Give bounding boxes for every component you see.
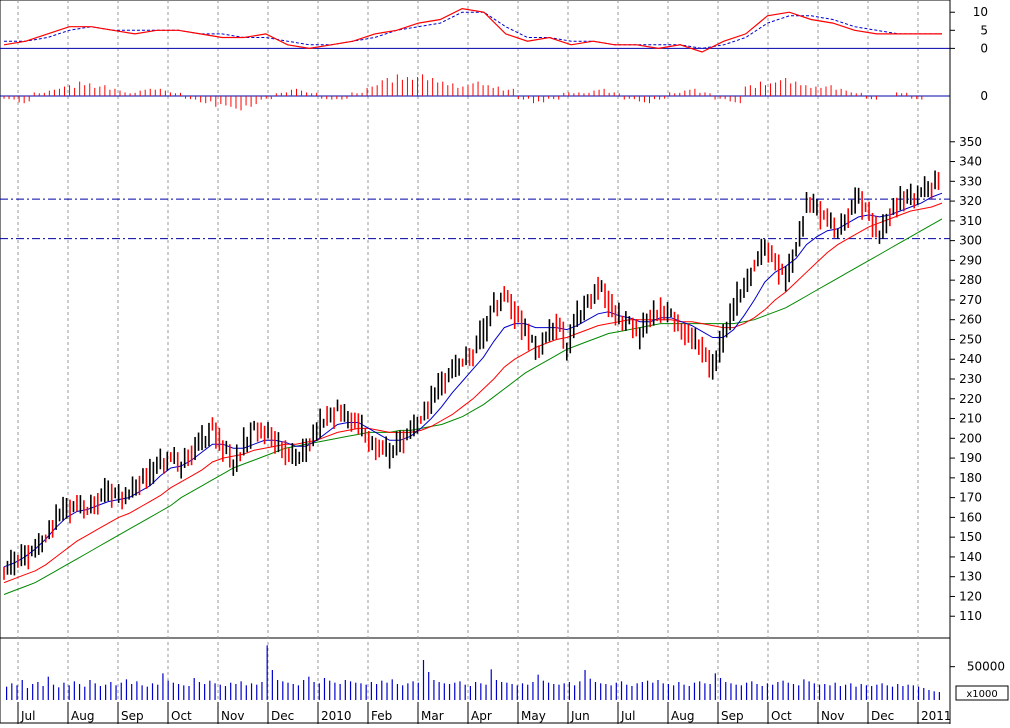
price-tick-label: 280 bbox=[959, 273, 982, 287]
oscillator-tick-label: 0 bbox=[980, 41, 988, 55]
month-tick-label: Apr bbox=[471, 709, 492, 723]
histogram-panel bbox=[0, 74, 950, 111]
volume-tick-label: 50000 bbox=[967, 660, 1005, 674]
price-tick-label: 200 bbox=[959, 431, 982, 445]
axis-layer: Jul Aug Sep Oct Nov Dec 2010 Feb Mar Apr May Jun Jul… bbox=[17, 0, 1009, 724]
month-tick-label: 2011 bbox=[921, 709, 952, 723]
month-tick-label: Nov bbox=[821, 709, 844, 723]
price-tick-label: 310 bbox=[959, 214, 982, 228]
month-tick-label: Sep bbox=[721, 709, 744, 723]
month-tick-label: Jul bbox=[20, 709, 35, 723]
oscillator-slow-line bbox=[4, 11, 942, 49]
month-tick-label: Aug bbox=[671, 709, 694, 723]
price-tick-label: 250 bbox=[959, 332, 982, 346]
moving-average-mid bbox=[3, 202, 943, 584]
price-tick-label: 270 bbox=[959, 293, 982, 307]
price-tick-label: 220 bbox=[959, 392, 982, 406]
moving-average-short bbox=[3, 192, 943, 568]
price-tick-label: 150 bbox=[959, 530, 982, 544]
month-tick-label: Dec bbox=[871, 709, 894, 723]
price-tick-label: 180 bbox=[959, 471, 982, 485]
volume-multiplier-label: x1000 bbox=[966, 689, 997, 700]
oscillator-tick-label: 5 bbox=[980, 23, 988, 37]
month-tick-label: Aug bbox=[71, 709, 94, 723]
price-tick-label: 320 bbox=[959, 194, 982, 208]
plot-border bbox=[0, 0, 951, 724]
price-tick-label: 190 bbox=[959, 451, 982, 465]
histogram-tick-label: 0 bbox=[980, 89, 988, 103]
month-tick-label: Feb bbox=[371, 709, 392, 723]
month-tick-label: Oct bbox=[171, 709, 192, 723]
month-tick-label: May bbox=[521, 709, 546, 723]
moving-average-long bbox=[3, 218, 943, 595]
price-tick-label: 130 bbox=[959, 570, 982, 584]
price-tick-label: 340 bbox=[959, 155, 982, 169]
price-tick-label: 290 bbox=[959, 253, 982, 267]
month-tick-label: Sep bbox=[121, 709, 144, 723]
month-tick-label: Dec bbox=[271, 709, 294, 723]
volume-multiplier-box bbox=[955, 685, 1009, 701]
price-panel bbox=[0, 170, 950, 595]
month-tick-label: Mar bbox=[421, 709, 444, 723]
price-tick-label: 300 bbox=[959, 234, 982, 248]
price-tick-label: 120 bbox=[959, 589, 982, 603]
price-tick-label: 110 bbox=[959, 609, 982, 623]
price-tick-label: 330 bbox=[959, 174, 982, 188]
month-tick-label: 2010 bbox=[321, 709, 352, 723]
price-tick-label: 240 bbox=[959, 352, 982, 366]
month-tick-label: Oct bbox=[771, 709, 792, 723]
month-tick-label: Nov bbox=[221, 709, 244, 723]
grid-layer bbox=[0, 0, 951, 724]
month-tick-label: Jul bbox=[620, 709, 635, 723]
price-tick-label: 170 bbox=[959, 491, 982, 505]
price-tick-label: 210 bbox=[959, 412, 982, 426]
price-tick-label: 350 bbox=[959, 135, 982, 149]
price-tick-label: 160 bbox=[959, 510, 982, 524]
oscillator-fast-line bbox=[3, 7, 942, 53]
oscillator-tick-label: 10 bbox=[973, 5, 988, 19]
price-tick-label: 260 bbox=[959, 313, 982, 327]
price-tick-label: 140 bbox=[959, 550, 982, 564]
oscillator-panel bbox=[0, 7, 950, 53]
price-tick-label: 230 bbox=[959, 372, 982, 386]
volume-panel bbox=[6, 645, 940, 700]
month-tick-label: Jun bbox=[570, 709, 590, 723]
